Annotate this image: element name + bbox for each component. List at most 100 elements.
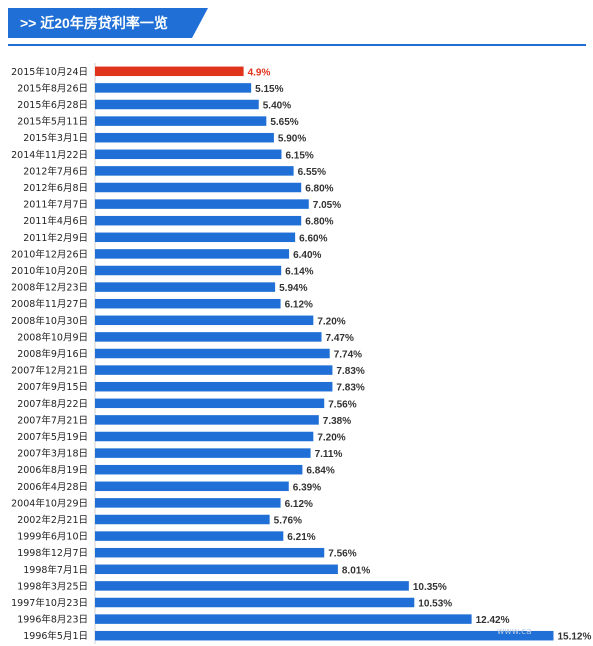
value-label: 6.21% <box>287 532 315 543</box>
value-label: 7.20% <box>317 316 345 327</box>
category-label: 2011年2月9日 <box>23 232 88 244</box>
category-label: 2008年12月23日 <box>11 282 88 294</box>
bar <box>95 531 284 541</box>
value-label: 7.56% <box>328 549 356 560</box>
bar <box>95 365 333 375</box>
bar <box>95 83 252 93</box>
value-label: 10.53% <box>418 599 452 610</box>
value-label: 7.11% <box>315 449 343 460</box>
category-label: 1998年3月25日 <box>17 580 88 592</box>
category-label: 1996年5月1日 <box>23 630 88 642</box>
category-label: 1996年8月23日 <box>17 614 88 626</box>
value-label: 6.84% <box>306 466 334 477</box>
value-label: 6.14% <box>285 267 313 278</box>
bar <box>95 431 314 442</box>
value-label: 5.90% <box>278 134 306 145</box>
category-label: 1999年6月10日 <box>17 531 88 543</box>
value-label: 15.12% <box>557 632 591 643</box>
value-label: 6.80% <box>305 184 333 195</box>
category-label: 2015年8月26日 <box>17 82 88 94</box>
value-label: 7.74% <box>334 350 362 361</box>
value-label: 5.15% <box>255 84 283 95</box>
header-arrow: >> <box>20 15 37 31</box>
value-label: 6.15% <box>285 150 313 161</box>
value-label: 7.83% <box>336 366 364 377</box>
value-label: 6.60% <box>299 233 327 244</box>
bar <box>95 614 472 624</box>
header-tab: >> 近20年房贷利率一览 <box>8 8 208 38</box>
category-label: 1997年10月23日 <box>11 597 88 609</box>
bar <box>95 498 281 508</box>
category-label: 2011年4月6日 <box>23 215 88 227</box>
category-label: 2007年7月21日 <box>17 414 88 426</box>
category-label: 2015年3月1日 <box>23 132 88 144</box>
category-label: 2015年5月11日 <box>17 116 88 128</box>
bar <box>95 597 415 608</box>
bar <box>95 514 270 525</box>
value-label: 5.94% <box>279 283 307 294</box>
bar <box>95 415 319 425</box>
category-label: 2007年5月19日 <box>17 431 88 443</box>
bar <box>95 581 409 591</box>
bar <box>95 547 325 558</box>
chart-title: 近20年房贷利率一览 <box>40 15 168 31</box>
bar <box>95 215 302 226</box>
category-label: 2007年8月22日 <box>17 398 88 410</box>
category-label: 1998年12月7日 <box>17 547 88 559</box>
bar <box>95 348 330 359</box>
value-label: 6.12% <box>285 300 313 311</box>
value-label: 5.40% <box>263 101 291 112</box>
category-label: 2011年7月7日 <box>23 199 88 211</box>
bar <box>95 464 303 475</box>
bar <box>95 332 322 342</box>
bar <box>95 182 302 193</box>
value-label: 5.65% <box>270 117 298 128</box>
bar <box>95 116 267 126</box>
bar <box>95 265 282 276</box>
value-label: 6.40% <box>293 250 321 261</box>
value-label: 10.35% <box>413 582 447 593</box>
value-label: 8.01% <box>342 565 370 576</box>
value-label: 7.47% <box>326 333 354 344</box>
value-label: 7.20% <box>317 433 345 444</box>
category-label: 2008年11月27日 <box>11 298 88 310</box>
bar <box>95 249 290 259</box>
bar <box>95 448 311 458</box>
bar <box>95 132 274 143</box>
category-label: 2008年9月16日 <box>17 348 88 360</box>
value-label: 4.9% <box>248 67 271 78</box>
category-label: 2012年6月8日 <box>23 182 88 194</box>
category-label: 2007年12月21日 <box>11 365 88 377</box>
value-label: 6.80% <box>305 217 333 228</box>
category-label: 1998年7月1日 <box>23 564 88 576</box>
category-label: 2007年3月18日 <box>17 448 88 460</box>
value-label: 7.05% <box>313 200 341 211</box>
bar <box>95 166 294 176</box>
value-label: 6.12% <box>285 499 313 510</box>
category-label: 2015年10月24日 <box>11 66 88 78</box>
bar <box>95 282 276 292</box>
category-label: 2004年10月29日 <box>11 497 88 509</box>
value-label: 5.76% <box>274 516 302 527</box>
bar <box>95 149 282 160</box>
value-label: 12.42% <box>476 615 510 626</box>
value-label: 7.56% <box>328 399 356 410</box>
bar <box>95 564 338 575</box>
category-label: 2002年2月21日 <box>17 514 88 526</box>
bar-highlight <box>95 66 244 77</box>
bar <box>95 199 309 209</box>
value-label: 6.39% <box>293 482 321 493</box>
category-label: 2006年4月28日 <box>17 481 88 493</box>
bar <box>95 99 259 110</box>
value-label: 7.38% <box>323 416 351 427</box>
value-label: 7.83% <box>336 383 364 394</box>
bar <box>95 630 554 641</box>
category-label: 2012年7月6日 <box>23 165 88 177</box>
category-label: 2014年11月22日 <box>11 149 88 161</box>
bar <box>95 298 281 309</box>
bar <box>95 481 289 492</box>
category-label: 2008年10月30日 <box>11 315 88 327</box>
chart-header: >> 近20年房贷利率一览 <box>8 8 586 46</box>
category-label: 2007年9月15日 <box>17 381 88 393</box>
